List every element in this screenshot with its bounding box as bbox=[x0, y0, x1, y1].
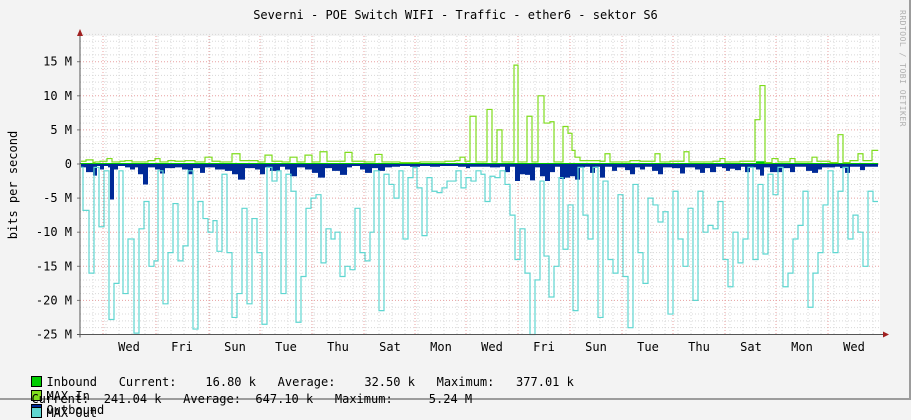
svg-text:-10 M: -10 M bbox=[36, 225, 72, 239]
legend-outbound-stats: Current: 241.04 k Average: 647.10 k Maxi… bbox=[31, 392, 473, 406]
graph-title: Severni - POE Switch WIFI - Traffic - et… bbox=[253, 8, 658, 22]
legend-max-out: MAX Out bbox=[31, 406, 97, 420]
svg-text:-5 M: -5 M bbox=[43, 191, 72, 205]
svg-text:5 M: 5 M bbox=[50, 123, 72, 137]
legend-row-1: Inbound Current: 16.80 k Average: 32.50 … bbox=[17, 361, 584, 417]
svg-text:Fri: Fri bbox=[171, 340, 193, 354]
svg-text:Thu: Thu bbox=[688, 340, 710, 354]
legend-inbound-label: Inbound bbox=[46, 375, 98, 389]
svg-text:Wed: Wed bbox=[118, 340, 140, 354]
svg-text:Mon: Mon bbox=[430, 340, 452, 354]
svg-text:15 M: 15 M bbox=[43, 55, 72, 69]
legend-inbound-stats: Current: 16.80 k Average: 32.50 k Maximu… bbox=[97, 375, 574, 389]
svg-text:Sat: Sat bbox=[740, 340, 762, 354]
svg-text:Tue: Tue bbox=[275, 340, 297, 354]
svg-text:Sun: Sun bbox=[585, 340, 607, 354]
svg-text:Mon: Mon bbox=[791, 340, 813, 354]
legend-max-out-label: MAX Out bbox=[46, 406, 98, 420]
svg-text:-20 M: -20 M bbox=[36, 293, 72, 307]
svg-text:Sun: Sun bbox=[224, 340, 246, 354]
svg-text:Thu: Thu bbox=[327, 340, 349, 354]
svg-text:Fri: Fri bbox=[533, 340, 555, 354]
svg-text:-25 M: -25 M bbox=[36, 328, 72, 342]
rrdtool-watermark: RRDTOOL / TOBI OETIKER bbox=[898, 10, 907, 127]
legend-inbound: Inbound Current: 16.80 k Average: 32.50 … bbox=[31, 375, 574, 389]
inbound-swatch bbox=[31, 376, 43, 387]
max-out-swatch bbox=[31, 407, 43, 418]
svg-text:Wed: Wed bbox=[481, 340, 503, 354]
svg-text:0: 0 bbox=[65, 157, 72, 171]
svg-text:Sat: Sat bbox=[379, 340, 401, 354]
graph-frame bbox=[0, 0, 911, 400]
legend-row-2: Current: 241.04 k Average: 647.10 k Maxi… bbox=[17, 378, 472, 420]
svg-text:-15 M: -15 M bbox=[36, 259, 72, 273]
svg-text:Wed: Wed bbox=[843, 340, 865, 354]
svg-text:Tue: Tue bbox=[637, 340, 659, 354]
svg-text:10 M: 10 M bbox=[43, 89, 72, 103]
traffic-chart: 15 M 10 M 5 M 0 -5 M -10 M -15 M -20 M -25 M Wed F… bbox=[36, 29, 889, 354]
